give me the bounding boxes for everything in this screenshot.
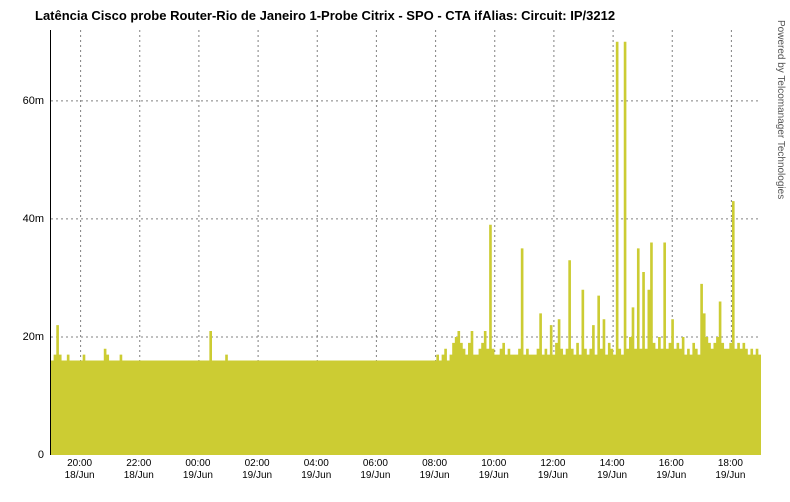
x-axis-tick-label: 08:0019/Jun <box>420 458 450 482</box>
x-axis-tick-label: 20:0018/Jun <box>65 458 95 482</box>
x-axis-tick-label: 10:0019/Jun <box>479 458 509 482</box>
x-axis-tick-label: 06:0019/Jun <box>360 458 390 482</box>
x-axis-tick-label: 22:0018/Jun <box>124 458 154 482</box>
x-axis-tick-label: 00:0019/Jun <box>183 458 213 482</box>
watermark-text: Powered by Telcomanager Technologies <box>775 20 786 199</box>
y-axis-tick-label: 0 <box>4 449 44 461</box>
y-axis-tick-label: 40m <box>4 213 44 225</box>
x-axis-tick-label: 14:0019/Jun <box>597 458 627 482</box>
y-axis-tick-label: 60m <box>4 95 44 107</box>
x-axis-tick-label: 02:0019/Jun <box>242 458 272 482</box>
x-axis-tick-label: 18:0019/Jun <box>715 458 745 482</box>
x-axis-tick-label: 16:0019/Jun <box>656 458 686 482</box>
x-axis-tick-label: 04:0019/Jun <box>301 458 331 482</box>
x-axis-tick-label: 12:0019/Jun <box>538 458 568 482</box>
y-axis-tick-label: 20m <box>4 331 44 343</box>
latency-bar-chart <box>51 30 761 455</box>
chart-plot-area <box>50 30 760 455</box>
chart-title: Latência Cisco probe Router-Rio de Janei… <box>35 8 615 23</box>
